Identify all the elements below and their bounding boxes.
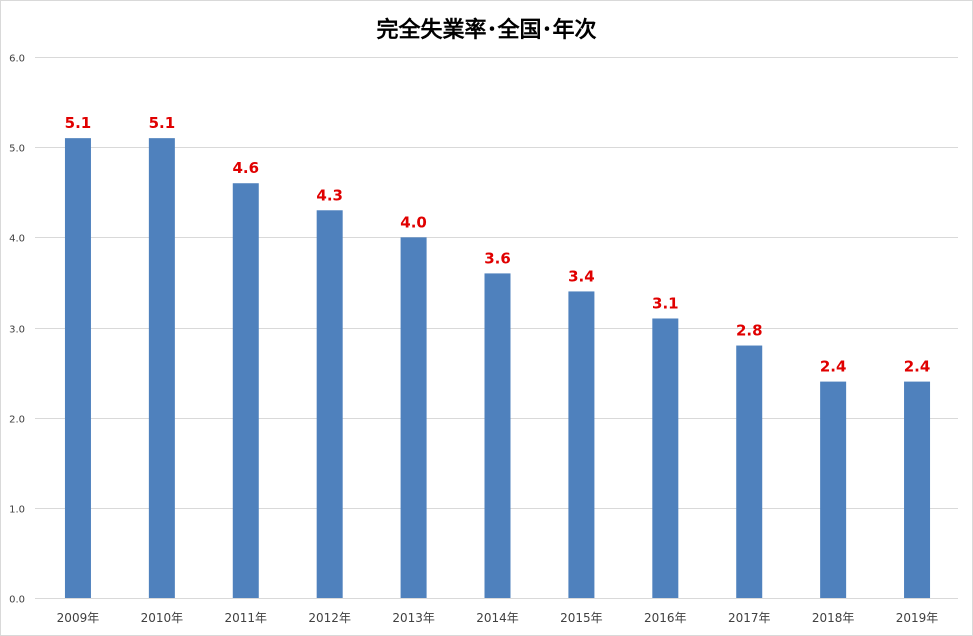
data-labels: 5.1 5.1 4.6 4.3 4.0 3.6 3.4 3.1 2.8 2.4 2.4 [65,114,931,375]
bar [232,183,259,598]
bar [904,381,931,598]
data-label: 2.4 [820,358,847,376]
x-tick-label: 2010年 [141,611,184,625]
data-label: 5.1 [149,114,176,132]
bar [736,345,763,598]
data-label: 5.1 [65,114,92,132]
data-label: 3.1 [652,294,679,312]
data-label: 3.6 [484,249,511,267]
data-label: 4.3 [316,186,343,204]
bar [400,237,427,599]
y-tick-label: 1.0 [9,505,25,516]
data-label: 4.6 [232,159,259,177]
bar [316,210,343,599]
bar [652,318,679,598]
y-axis-tick-labels: 0.0 1.0 2.0 3.0 4.0 5.0 6.0 [9,54,25,606]
x-tick-label: 2012年 [308,611,351,625]
x-tick-label: 2016年 [644,611,687,625]
bar [148,138,175,598]
y-tick-label: 5.0 [9,144,25,155]
bars [64,138,931,599]
x-tick-label: 2014年 [476,611,519,625]
bar [64,138,91,598]
data-label: 4.0 [400,213,427,231]
bar [484,273,511,598]
x-tick-label: 2018年 [812,611,855,625]
x-axis-tick-labels: 2009年 2010年 2011年 2012年 2013年 2014年 2015年 2016年… [57,611,939,625]
x-tick-label: 2019年 [896,611,939,625]
bar [568,291,595,598]
y-tick-label: 2.0 [9,415,25,426]
x-tick-label: 2017年 [728,611,771,625]
data-label: 2.8 [736,322,763,340]
x-tick-label: 2013年 [392,611,435,625]
data-label: 2.4 [904,358,931,376]
data-label: 3.4 [568,267,595,285]
y-tick-label: 4.0 [9,234,25,245]
bar [820,381,847,598]
x-tick-label: 2011年 [224,611,267,625]
y-tick-label: 0.0 [9,595,25,606]
y-tick-label: 3.0 [9,325,25,336]
y-tick-label: 6.0 [9,54,25,65]
x-tick-label: 2009年 [57,611,100,625]
x-tick-label: 2015年 [560,611,603,625]
chart-title: 完全失業率･全国･年次 [376,18,597,43]
